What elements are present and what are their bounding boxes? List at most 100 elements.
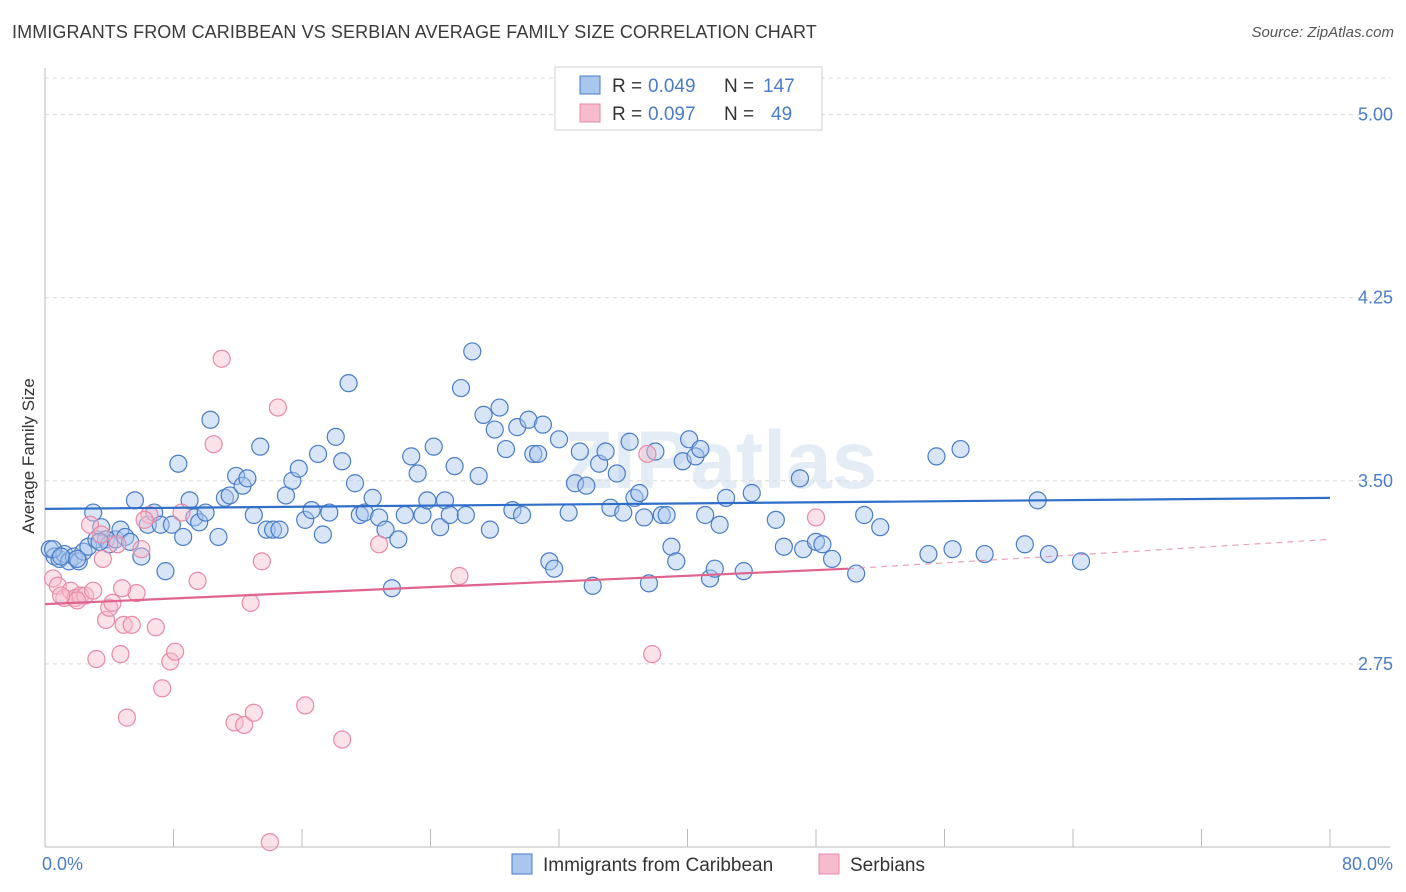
legend-r-label-2: R = — [612, 104, 642, 125]
caribbean-point-91 — [559, 503, 578, 522]
caribbean-point-67 — [424, 437, 443, 456]
serbians-point-44 — [51, 586, 71, 605]
caribbean-point-74 — [463, 342, 482, 361]
y-tick-label-1: 3.50 — [1358, 471, 1393, 491]
serbians-point-39 — [370, 535, 389, 554]
caribbean-point-131 — [871, 518, 890, 537]
serbians-point-34 — [252, 552, 271, 571]
caribbean-point-130 — [855, 505, 874, 525]
axes — [44, 68, 1390, 848]
trend-lines — [44, 496, 1331, 606]
serbians-point-48 — [241, 593, 260, 612]
x-tick-label-1: 80.0% — [1342, 854, 1393, 874]
caribbean-point-115 — [696, 505, 715, 525]
serbians-point-11 — [93, 549, 112, 569]
caribbean-point-35 — [227, 466, 246, 486]
caribbean-point-78 — [485, 420, 504, 439]
y-axis-label: Average Family Size — [19, 378, 38, 534]
caribbean-point-84 — [519, 410, 538, 429]
serbians-point-20 — [127, 584, 146, 603]
serbians-point-10 — [92, 525, 111, 544]
bottom-legend-caribbean: Immigrants from Caribbean — [543, 855, 773, 876]
serbians-point-8 — [84, 581, 103, 600]
caribbean-point-82 — [508, 418, 527, 437]
series-caribbean-points — [40, 342, 1091, 598]
caribbean-point-64 — [408, 464, 427, 483]
y-tick-labels: 2.75 3.50 4.25 5.00 — [1358, 105, 1393, 674]
y-tick-label-0: 2.75 — [1358, 654, 1393, 674]
serbians-point-32 — [235, 715, 254, 735]
y-tick-label-3: 5.00 — [1358, 105, 1393, 125]
serbians-point-21 — [132, 540, 151, 559]
serbians-point-33 — [244, 703, 263, 722]
serbians-point-18 — [117, 708, 137, 727]
caribbean-point-40 — [257, 520, 276, 539]
caribbean-point-50 — [320, 503, 339, 522]
serbians-point-19 — [122, 615, 141, 634]
legend-swatch-caribbean — [579, 75, 601, 95]
caribbean-point-71 — [445, 457, 464, 476]
caribbean-point-143 — [68, 549, 87, 569]
caribbean-point-90 — [549, 430, 569, 449]
caribbean-point-70 — [440, 505, 459, 525]
caribbean-point-99 — [607, 464, 626, 483]
serbians-point-42 — [643, 645, 662, 664]
caribbean-point-137 — [1015, 535, 1034, 554]
caribbean-point-57 — [363, 488, 382, 507]
caribbean-point-25 — [169, 454, 188, 473]
caribbean-point-89 — [545, 559, 564, 578]
caribbean-point-132 — [919, 544, 938, 564]
caribbean-point-86 — [529, 444, 548, 464]
trend-line-caribbean — [44, 496, 1331, 510]
caribbean-point-18 — [125, 491, 145, 510]
caribbean-point-118 — [710, 515, 729, 534]
caribbean-point-129 — [847, 564, 866, 583]
caribbean-point-133 — [927, 447, 946, 466]
caribbean-point-142 — [51, 547, 71, 566]
bottom-legend-serbians: Serbians — [850, 855, 925, 876]
serbians-point-14 — [103, 593, 122, 612]
serbians-point-35 — [260, 833, 279, 852]
caribbean-point-53 — [339, 374, 358, 393]
serbians-point-40 — [450, 566, 469, 586]
caribbean-point-101 — [620, 432, 639, 451]
legend-n-value-2: 49 — [771, 104, 792, 125]
caribbean-point-68 — [431, 518, 450, 537]
caribbean-point-95 — [583, 576, 602, 595]
bottom-legend-swatch-serbians — [818, 853, 840, 875]
caribbean-point-105 — [639, 574, 659, 593]
caribbean-point-121 — [742, 483, 761, 503]
serbians-point-46 — [112, 579, 132, 598]
serbians-point-28 — [188, 571, 207, 591]
caribbean-point-100 — [614, 503, 633, 522]
serbians-point-41 — [638, 444, 657, 464]
caribbean-point-76 — [474, 405, 493, 424]
caribbean-point-73 — [456, 505, 475, 525]
caribbean-point-87 — [533, 415, 553, 434]
x-tick-label-0: 0.0% — [42, 854, 83, 874]
caribbean-point-49 — [313, 525, 332, 544]
caribbean-point-134 — [943, 540, 962, 559]
caribbean-point-63 — [402, 447, 421, 466]
caribbean-point-45 — [289, 459, 308, 478]
caribbean-point-79 — [490, 398, 509, 417]
caribbean-point-47 — [302, 501, 321, 520]
caribbean-point-61 — [389, 530, 408, 549]
caribbean-point-46 — [296, 510, 315, 529]
serbians-point-16 — [111, 645, 130, 664]
trend-line-serbians-extension — [848, 538, 1331, 570]
serbians-point-38 — [333, 730, 352, 749]
serbians-point-45 — [68, 591, 87, 610]
serbians-point-43 — [806, 508, 826, 527]
caribbean-point-62 — [395, 505, 414, 525]
caribbean-point-41 — [263, 520, 283, 539]
caribbean-point-97 — [596, 442, 615, 461]
bottom-legend-swatch-caribbean — [511, 853, 533, 875]
caribbean-point-136 — [975, 544, 994, 564]
caribbean-point-34 — [220, 486, 239, 505]
caribbean-point-77 — [480, 520, 500, 539]
serbians-point-29 — [204, 435, 223, 454]
caribbean-point-128 — [822, 549, 842, 569]
chart-title: IMMIGRANTS FROM CARIBBEAN VS SERBIAN AVE… — [12, 22, 817, 42]
caribbean-point-127 — [813, 535, 832, 554]
